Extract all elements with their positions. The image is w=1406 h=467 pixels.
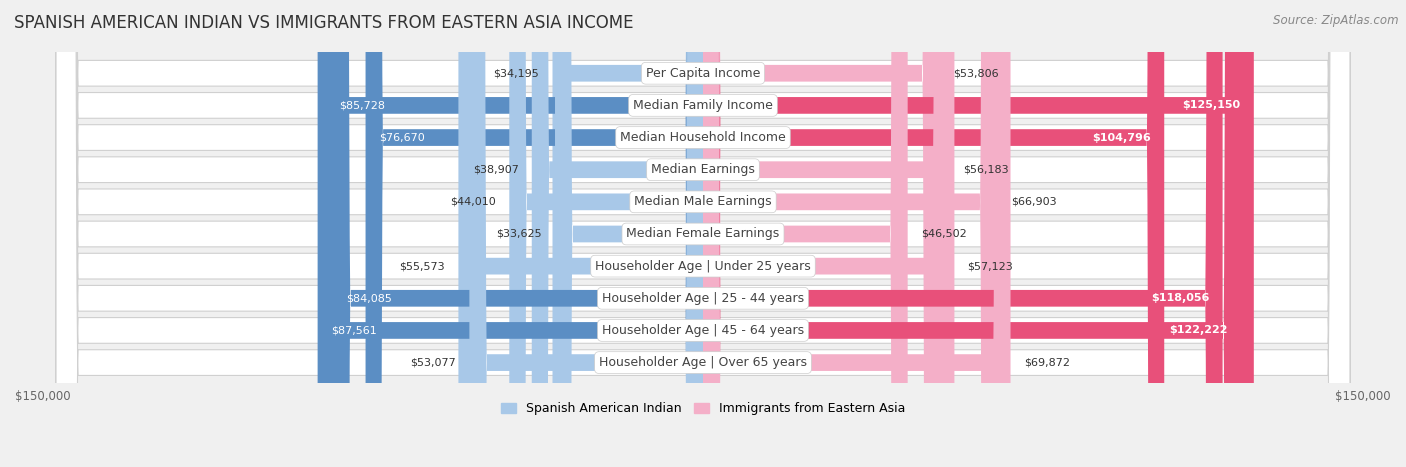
FancyBboxPatch shape [318,0,703,467]
Text: $125,150: $125,150 [1182,100,1240,110]
Text: $87,561: $87,561 [330,325,377,335]
FancyBboxPatch shape [56,0,1350,467]
Text: Householder Age | Under 25 years: Householder Age | Under 25 years [595,260,811,273]
FancyBboxPatch shape [366,0,703,467]
Text: Median Earnings: Median Earnings [651,163,755,176]
FancyBboxPatch shape [458,0,703,467]
Text: $104,796: $104,796 [1092,133,1152,142]
Text: Median Male Earnings: Median Male Earnings [634,195,772,208]
FancyBboxPatch shape [703,0,908,467]
Text: $55,573: $55,573 [399,261,446,271]
Text: $46,502: $46,502 [921,229,966,239]
FancyBboxPatch shape [703,0,1254,467]
Text: Source: ZipAtlas.com: Source: ZipAtlas.com [1274,14,1399,27]
FancyBboxPatch shape [703,0,997,467]
FancyBboxPatch shape [470,0,703,467]
FancyBboxPatch shape [703,0,955,467]
FancyBboxPatch shape [703,0,1223,467]
Text: $76,670: $76,670 [378,133,425,142]
FancyBboxPatch shape [333,0,703,467]
Text: $44,010: $44,010 [450,197,496,207]
FancyBboxPatch shape [703,0,1011,467]
FancyBboxPatch shape [56,0,1350,467]
Text: $57,123: $57,123 [967,261,1014,271]
FancyBboxPatch shape [56,0,1350,467]
FancyBboxPatch shape [56,0,1350,467]
FancyBboxPatch shape [703,0,950,467]
Text: $66,903: $66,903 [1011,197,1056,207]
Text: $53,806: $53,806 [953,68,998,78]
Text: Householder Age | 45 - 64 years: Householder Age | 45 - 64 years [602,324,804,337]
FancyBboxPatch shape [531,0,703,467]
Text: $118,056: $118,056 [1152,293,1209,303]
Text: $53,077: $53,077 [411,358,456,368]
Text: Median Household Income: Median Household Income [620,131,786,144]
FancyBboxPatch shape [555,0,703,467]
Text: Householder Age | 25 - 44 years: Householder Age | 25 - 44 years [602,292,804,305]
FancyBboxPatch shape [509,0,703,467]
Text: Median Family Income: Median Family Income [633,99,773,112]
Text: $34,195: $34,195 [494,68,540,78]
FancyBboxPatch shape [56,0,1350,467]
FancyBboxPatch shape [703,0,1241,467]
Text: SPANISH AMERICAN INDIAN VS IMMIGRANTS FROM EASTERN ASIA INCOME: SPANISH AMERICAN INDIAN VS IMMIGRANTS FR… [14,14,634,32]
FancyBboxPatch shape [56,0,1350,467]
FancyBboxPatch shape [326,0,703,467]
FancyBboxPatch shape [703,0,1164,467]
Text: Median Female Earnings: Median Female Earnings [627,227,779,241]
Text: Householder Age | Over 65 years: Householder Age | Over 65 years [599,356,807,369]
Text: $56,183: $56,183 [963,165,1010,175]
Text: $33,625: $33,625 [496,229,541,239]
FancyBboxPatch shape [703,0,939,467]
Text: $69,872: $69,872 [1024,358,1070,368]
FancyBboxPatch shape [56,0,1350,467]
Text: $84,085: $84,085 [346,293,392,303]
Text: $122,222: $122,222 [1170,325,1227,335]
Legend: Spanish American Indian, Immigrants from Eastern Asia: Spanish American Indian, Immigrants from… [496,397,910,420]
Text: $85,728: $85,728 [339,100,385,110]
FancyBboxPatch shape [56,0,1350,467]
Text: $38,907: $38,907 [472,165,519,175]
FancyBboxPatch shape [56,0,1350,467]
Text: Per Capita Income: Per Capita Income [645,67,761,80]
FancyBboxPatch shape [553,0,703,467]
FancyBboxPatch shape [56,0,1350,467]
